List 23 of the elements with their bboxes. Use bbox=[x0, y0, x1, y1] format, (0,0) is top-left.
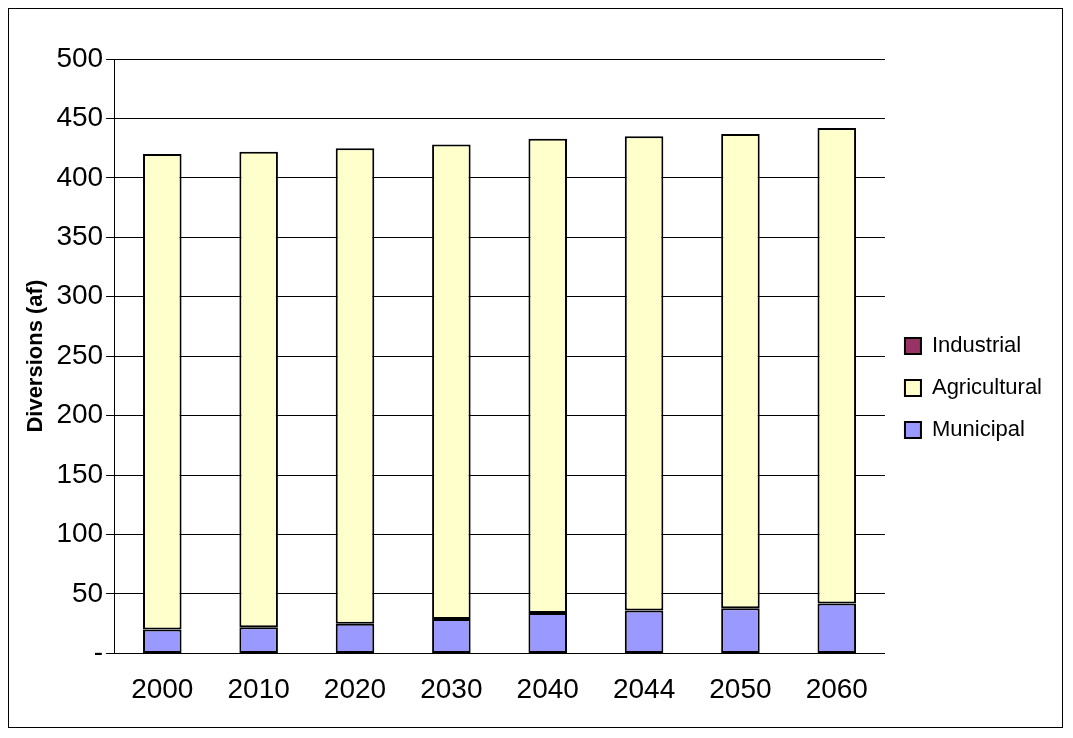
x-tick-label: 2044 bbox=[612, 672, 676, 704]
y-tick-label: 500 bbox=[56, 41, 104, 73]
y-tick-label: 450 bbox=[56, 101, 104, 133]
y-tick-label: 100 bbox=[56, 517, 104, 549]
x-tick-label: 2000 bbox=[131, 672, 194, 704]
y-axis-title: Diversions (af) bbox=[22, 279, 48, 433]
y-tick-label: 50 bbox=[71, 576, 104, 608]
y-tick-label: 150 bbox=[56, 457, 104, 489]
y-tick-label: 200 bbox=[56, 398, 104, 430]
x-tick-label: 2020 bbox=[323, 672, 387, 704]
y-tick-label: 250 bbox=[56, 338, 104, 370]
y-tick-label: 300 bbox=[56, 279, 104, 311]
y-tick-label: 350 bbox=[56, 220, 104, 252]
x-tick-label: 2040 bbox=[516, 672, 579, 704]
x-tick-label: 2010 bbox=[227, 672, 290, 704]
legend-label: Industrial bbox=[931, 332, 1022, 358]
x-tick-label: 2030 bbox=[420, 672, 483, 704]
y-tick-label: 400 bbox=[56, 160, 104, 192]
x-tick-label: 2060 bbox=[805, 672, 868, 704]
y-tick-label: - bbox=[93, 636, 104, 668]
legend-label: Municipal bbox=[931, 416, 1025, 442]
legend-label: Agricultural bbox=[931, 374, 1042, 400]
x-tick-label: 2050 bbox=[709, 672, 772, 704]
